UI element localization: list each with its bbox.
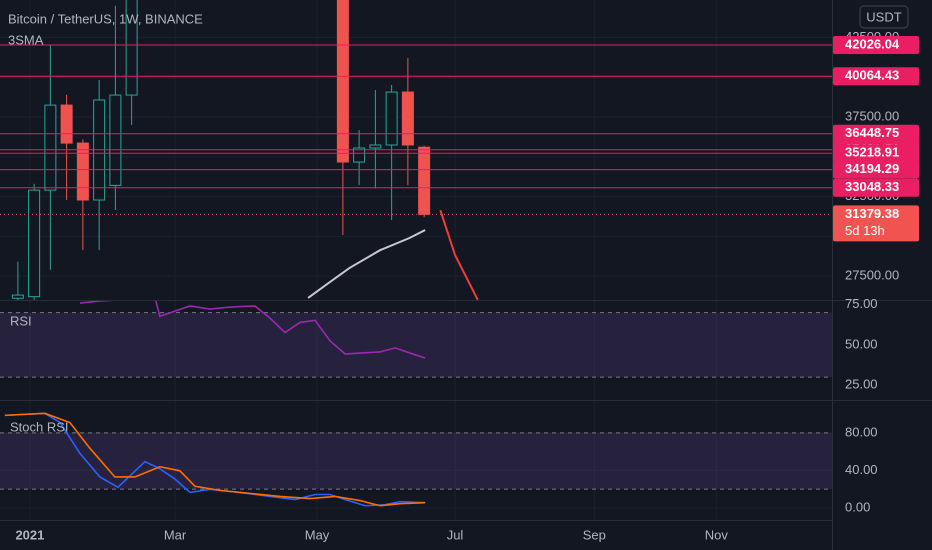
y-tick-label: 27500.00 (845, 267, 899, 282)
sma-line (307, 229, 426, 299)
y-tick-label: 50.00 (845, 336, 878, 351)
price-pane (0, 0, 832, 300)
price-tag-label: 35218.91 (845, 145, 899, 160)
candle-body (401, 91, 414, 146)
price-tag-label: 36448.75 (845, 125, 899, 140)
candle-body (418, 146, 431, 215)
indicator-line (79, 300, 426, 359)
candle-body (353, 147, 366, 163)
indicator-band (0, 312, 832, 378)
y-tick-label: 75.00 (845, 296, 878, 311)
indicator-band (0, 432, 832, 490)
candle-body (369, 144, 382, 149)
indicator-label: 3SMA (8, 32, 44, 47)
y-tick-label: 40.00 (845, 462, 878, 477)
rsi-pane (0, 300, 832, 378)
y-tick-label: 37500.00 (845, 108, 899, 123)
axis-layer: 27500.0030000.0032500.0035000.0037500.00… (15, 29, 919, 542)
price-tag-label: 34194.29 (845, 161, 899, 176)
countdown-label: 5d 13h (845, 223, 885, 238)
projection-line (439, 209, 479, 300)
price-tag-label: 40064.43 (845, 68, 899, 83)
price-tag (833, 160, 919, 179)
x-tick-label: Nov (705, 527, 729, 542)
last-price-label: 31379.38 (845, 206, 899, 221)
last-price-tag (833, 205, 919, 242)
y-tick-label: 80.00 (845, 424, 878, 439)
x-tick-label: May (305, 527, 330, 542)
candle-body (28, 189, 41, 298)
axis-unit[interactable]: USDT (866, 9, 901, 24)
x-tick-label: Mar (164, 527, 187, 542)
price-tag (833, 36, 919, 55)
candle-body (109, 94, 122, 186)
y-tick-label: 25.00 (845, 377, 878, 392)
indicator-label: Stoch RSI (10, 419, 69, 434)
x-tick-label: 2021 (15, 527, 44, 542)
stoch-pane (0, 412, 832, 507)
candle-body (336, 0, 349, 163)
price-tag-label: 33048.33 (845, 179, 899, 194)
candle-body (76, 142, 89, 201)
candle-body (60, 104, 73, 144)
candle-body (385, 91, 398, 146)
indicator-line (4, 412, 426, 507)
x-tick-label: Jul (447, 527, 464, 542)
price-tag (833, 178, 919, 197)
price-tag (833, 144, 919, 163)
candle-body (125, 0, 138, 96)
x-tick-label: Sep (583, 527, 606, 542)
unit-box[interactable] (859, 5, 909, 29)
price-tag (833, 124, 919, 143)
price-tag-label: 42026.04 (845, 36, 900, 51)
candle-body (44, 104, 57, 191)
price-tag (833, 67, 919, 86)
chart-title: Bitcoin / TetherUS, 1W, BINANCE (8, 11, 203, 26)
y-tick-label: 0.00 (845, 499, 870, 514)
candle-body (11, 294, 24, 299)
indicator-label: RSI (10, 313, 32, 328)
